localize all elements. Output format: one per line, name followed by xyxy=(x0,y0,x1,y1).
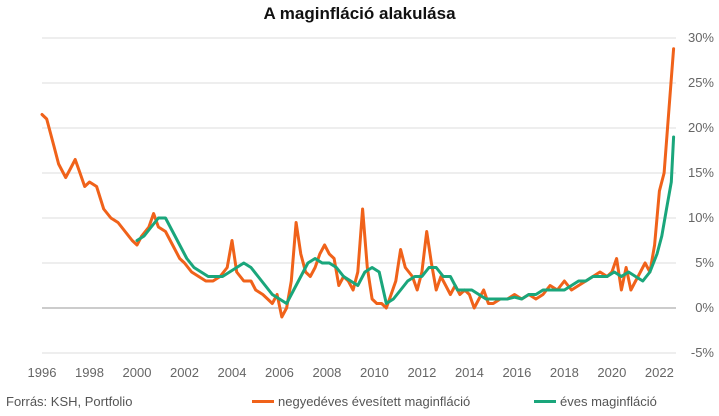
y-tick-label: 10% xyxy=(688,210,714,225)
legend-swatch-quarterly xyxy=(252,400,274,403)
y-tick-label: -5% xyxy=(691,345,715,360)
x-tick-label: 2010 xyxy=(360,365,389,380)
legend-item-annual: éves maginfláció xyxy=(534,394,657,409)
legend-swatch-annual xyxy=(534,400,556,403)
x-tick-label: 2020 xyxy=(597,365,626,380)
x-axis-tick-labels: 1996 1998 2000 2002 2004 2006 2008 2010 2012 2014… xyxy=(28,365,674,380)
source-note: Forrás: KSH, Portfolio xyxy=(6,394,133,409)
x-tick-label: 2004 xyxy=(218,365,247,380)
y-tick-label: 15% xyxy=(688,165,714,180)
gridlines xyxy=(42,37,676,354)
x-tick-label: 2012 xyxy=(407,365,436,380)
y-tick-label: 30% xyxy=(688,30,714,45)
series-line-quarterly xyxy=(40,47,676,319)
x-tick-label: 2006 xyxy=(265,365,294,380)
x-tick-label: 2022 xyxy=(645,365,674,380)
legend-label-quarterly: negyedéves évesített maginfláció xyxy=(278,394,471,409)
legend-item-quarterly: negyedéves évesített maginfláció xyxy=(252,394,470,409)
x-tick-label: 2008 xyxy=(312,365,341,380)
x-tick-label: 2000 xyxy=(123,365,152,380)
x-tick-label: 2018 xyxy=(550,365,579,380)
x-tick-label: 1998 xyxy=(75,365,104,380)
series-line-annual xyxy=(135,135,676,305)
x-tick-label: 2002 xyxy=(170,365,199,380)
x-tick-label: 1996 xyxy=(28,365,57,380)
y-tick-label: 0% xyxy=(695,300,714,315)
y-tick-label: 25% xyxy=(688,75,714,90)
y-tick-label: 5% xyxy=(695,255,714,270)
x-tick-label: 2014 xyxy=(455,365,484,380)
legend-label-annual: éves maginfláció xyxy=(560,394,657,409)
chart-title: A maginfláció alakulása xyxy=(263,4,456,23)
series-lines xyxy=(40,47,676,319)
y-tick-label: 20% xyxy=(688,120,714,135)
y-axis-tick-labels: 30% 25% 20% 15% 10% 5% 0% -5% xyxy=(688,30,714,360)
x-tick-label: 2016 xyxy=(502,365,531,380)
